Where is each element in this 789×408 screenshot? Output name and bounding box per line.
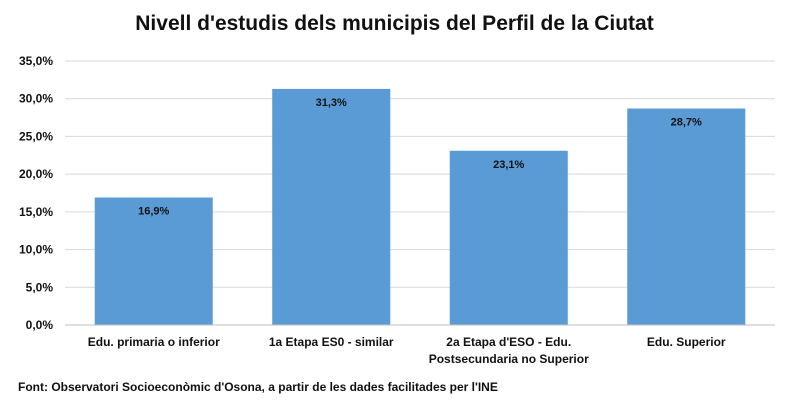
x-tick-label: 1a Etapa ES0 - similar: [269, 335, 394, 349]
x-tick-label: 2a Etapa d'ESO - Edu.: [446, 335, 571, 349]
data-label: 31,3%: [316, 97, 347, 109]
x-tick-label: Postsecundaria no Superior: [429, 352, 589, 366]
data-label: 28,7%: [671, 117, 702, 129]
data-labels: 16,9% 31,3% 23,1% 28,7%: [138, 97, 702, 218]
source-note: Font: Observatori Socioeconòmic d'Osona,…: [18, 380, 498, 394]
data-label: 23,1%: [493, 159, 524, 171]
y-tick-label: 5,0%: [26, 280, 54, 294]
bar: [627, 108, 746, 326]
y-tick-label: 20,0%: [19, 167, 53, 181]
y-tick-label: 35,0%: [19, 54, 53, 68]
y-tick-label: 30,0%: [19, 92, 53, 106]
chart-title: Nivell d'estudis dels municipis del Perf…: [135, 12, 654, 35]
bar: [272, 88, 391, 325]
bar: [94, 197, 213, 325]
x-tick-label: Edu. primaria o inferior: [88, 335, 220, 349]
data-label: 16,9%: [138, 206, 169, 218]
y-tick-label: 10,0%: [19, 243, 53, 257]
y-tick-label: 15,0%: [19, 205, 53, 219]
bar: [449, 150, 568, 325]
y-tick-label: 25,0%: [19, 129, 53, 143]
bars: [94, 88, 746, 326]
y-axis: 0,0% 5,0% 10,0% 15,0% 20,0% 25,0% 30,0% 35,0%: [19, 54, 53, 332]
x-axis: Edu. primaria o inferior 1a Etapa ES0 - s…: [65, 324, 775, 366]
x-tick-label: Edu. Superior: [647, 335, 726, 349]
y-tick-label: 0,0%: [26, 318, 54, 332]
